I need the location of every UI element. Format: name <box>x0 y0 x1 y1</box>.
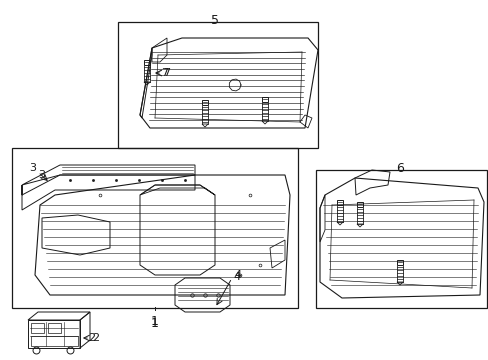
Text: 5: 5 <box>210 14 219 27</box>
Text: 7: 7 <box>163 68 170 78</box>
Text: 1: 1 <box>151 317 159 330</box>
Text: 2: 2 <box>88 333 95 343</box>
Text: 1: 1 <box>151 315 159 328</box>
Text: 4: 4 <box>234 270 241 280</box>
Text: 4: 4 <box>232 272 240 282</box>
Text: 3: 3 <box>38 170 45 180</box>
Text: 2: 2 <box>92 333 99 343</box>
Text: 7: 7 <box>161 68 168 78</box>
Text: 6: 6 <box>395 162 403 175</box>
Text: 3: 3 <box>29 163 37 173</box>
